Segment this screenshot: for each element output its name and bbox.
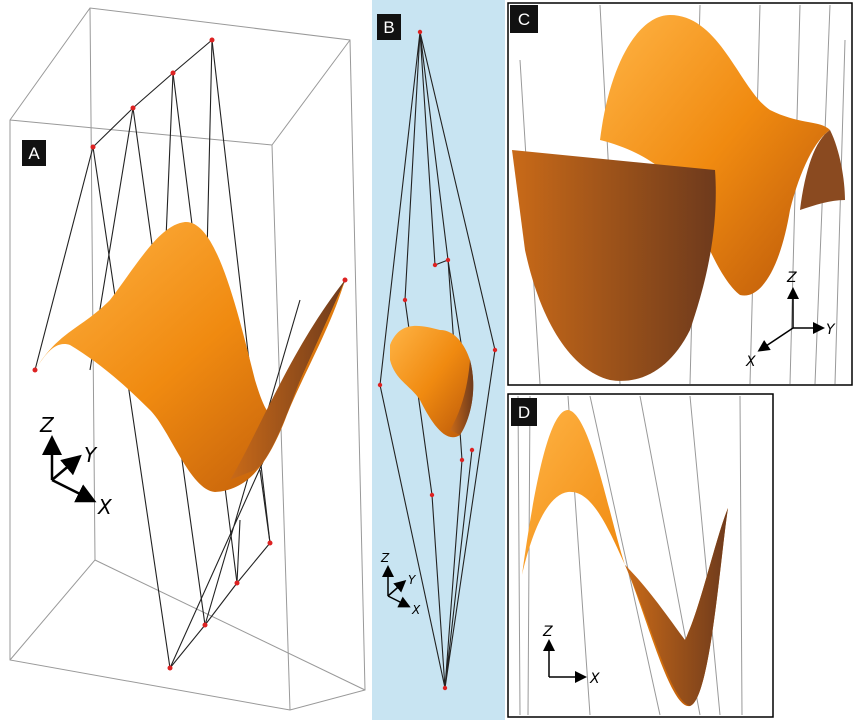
axis-label: Y	[826, 322, 836, 338]
axis-label: Z	[542, 624, 553, 640]
axis-label: Y	[84, 443, 98, 467]
figure: A Z Y X B Z Y X	[0, 0, 855, 720]
axis-label: X	[411, 603, 421, 617]
axis-label: Z	[380, 551, 390, 565]
axis-label: Z	[786, 270, 797, 286]
panel-a: A Z Y X	[10, 8, 365, 710]
panel-label: C	[518, 10, 530, 29]
axis-label: X	[97, 495, 113, 519]
panel-c: C Z Y X	[508, 3, 852, 385]
axis-label: Z	[39, 413, 55, 437]
panel-label: B	[383, 18, 394, 37]
panel-label: A	[28, 144, 40, 163]
axis-label: X	[745, 354, 756, 370]
panel-label: D	[518, 403, 530, 422]
panel-d: D Z X	[508, 394, 773, 717]
panel-b: B Z Y X	[372, 0, 505, 720]
axis-label: X	[589, 671, 600, 687]
